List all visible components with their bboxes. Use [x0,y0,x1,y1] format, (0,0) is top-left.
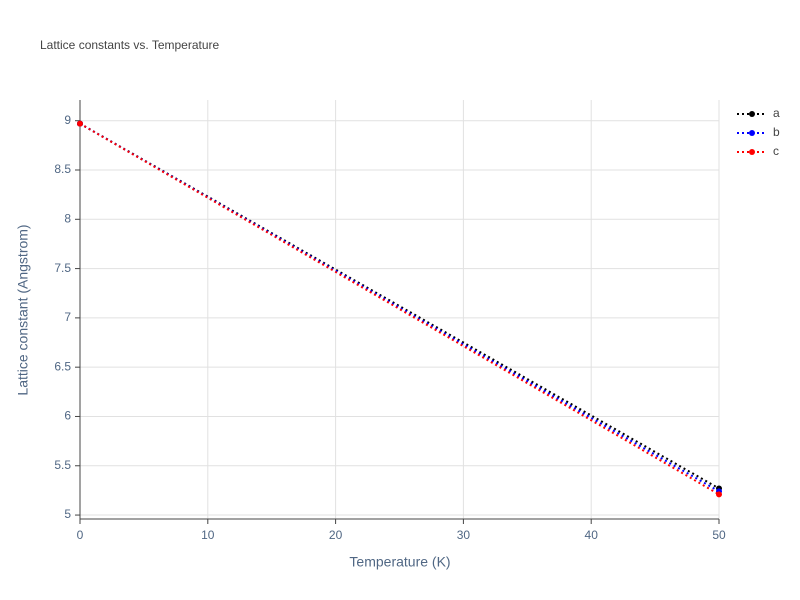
x-tick-label: 10 [201,528,215,542]
chart-title: Lattice constants vs. Temperature [40,38,220,52]
x-tick-label: 50 [712,528,726,542]
legend-marker[interactable] [749,111,755,117]
x-axis-title: Temperature (K) [349,554,450,570]
y-tick-label: 5 [64,507,71,521]
x-tick-label: 30 [457,528,471,542]
y-tick-label: 7 [64,310,71,324]
y-tick-label: 6 [64,409,71,423]
legend-marker[interactable] [749,149,755,155]
y-tick-label: 7.5 [54,261,71,275]
series-line [79,122,720,496]
legend-label[interactable]: a [773,106,780,120]
y-tick-label: 8 [64,211,71,225]
point [716,491,722,498]
y-tick-label: 6.5 [54,359,71,373]
legend-marker[interactable] [749,130,755,136]
x-tick-label: 40 [585,528,599,542]
point [77,120,83,127]
x-tick-label: 20 [329,528,343,542]
y-axis-title: Lattice constant (Angstrom) [15,224,31,395]
legend-label[interactable]: b [773,125,780,139]
y-tick-label: 5.5 [54,458,71,472]
y-tick-label: 8.5 [54,162,71,176]
legend-label[interactable]: c [773,144,779,158]
x-tick-label: 0 [77,528,84,542]
y-tick-label: 9 [64,113,71,127]
